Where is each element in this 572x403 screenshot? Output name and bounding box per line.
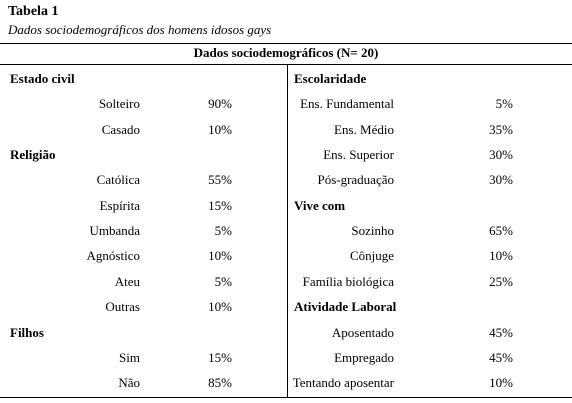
row-value: 65% (489, 223, 513, 239)
row-value: 10% (208, 248, 232, 264)
column-divider (287, 65, 288, 397)
row-label: Ateu (114, 273, 140, 289)
section-title: Estado civil (10, 71, 75, 86)
row-label: Ens. Superior (323, 147, 394, 163)
row-label: Sozinho (351, 223, 394, 239)
bottom-rule (0, 397, 572, 398)
section-title: Religião (10, 147, 56, 163)
row-value: 45% (489, 324, 513, 340)
row-label: Pós-graduação (317, 172, 394, 188)
row-value: 85% (208, 375, 232, 391)
row-value: 10% (489, 375, 513, 391)
row-label: Casado (101, 121, 140, 137)
row-value: 5% (214, 223, 232, 239)
row-value: 10% (208, 121, 232, 137)
row-label: Ens. Fundamental (300, 96, 394, 112)
section-title: Filhos (10, 324, 44, 340)
row-label: Sim (119, 349, 140, 365)
row-value: 25% (489, 273, 513, 289)
row-label: Ens. Médio (334, 121, 394, 137)
section-title: Vive com (294, 197, 346, 213)
row-value: 90% (208, 96, 232, 112)
row-label: Solteiro (98, 96, 140, 112)
table-title: Dados sociodemográficos dos homens idoso… (8, 22, 272, 37)
section-title: Atividade Laboral (294, 299, 397, 315)
row-value: 35% (489, 121, 513, 137)
row-label: Aposentado (331, 324, 394, 340)
row-value: 15% (208, 197, 232, 213)
row-label: Tentando aposentar (292, 375, 394, 391)
row-label: Outras (105, 299, 140, 315)
row-value: 5% (214, 273, 232, 289)
row-value: 10% (208, 299, 232, 315)
row-label: Não (118, 375, 140, 391)
row-value: 15% (208, 349, 232, 365)
row-label: Católica (96, 172, 140, 188)
row-value: 45% (489, 349, 513, 365)
row-label: Agnóstico (86, 248, 140, 264)
top-rule (0, 43, 572, 44)
header-rule (0, 64, 572, 65)
table-caption: Dados sociodemográficos (N= 20) (193, 45, 379, 60)
row-value: 30% (489, 172, 513, 188)
row-value: 30% (489, 147, 513, 163)
row-label: Umbanda (89, 223, 140, 239)
table-number: Tabela 1 (8, 4, 59, 19)
row-label: Família biológica (302, 273, 394, 289)
section-title: Escolaridade (294, 71, 367, 86)
row-label: Cônjuge (349, 248, 394, 264)
row-value: 5% (495, 96, 513, 112)
row-value: 55% (208, 172, 232, 188)
row-value: 10% (489, 248, 513, 264)
row-label: Espírita (99, 197, 140, 213)
row-label: Empregado (334, 349, 394, 365)
